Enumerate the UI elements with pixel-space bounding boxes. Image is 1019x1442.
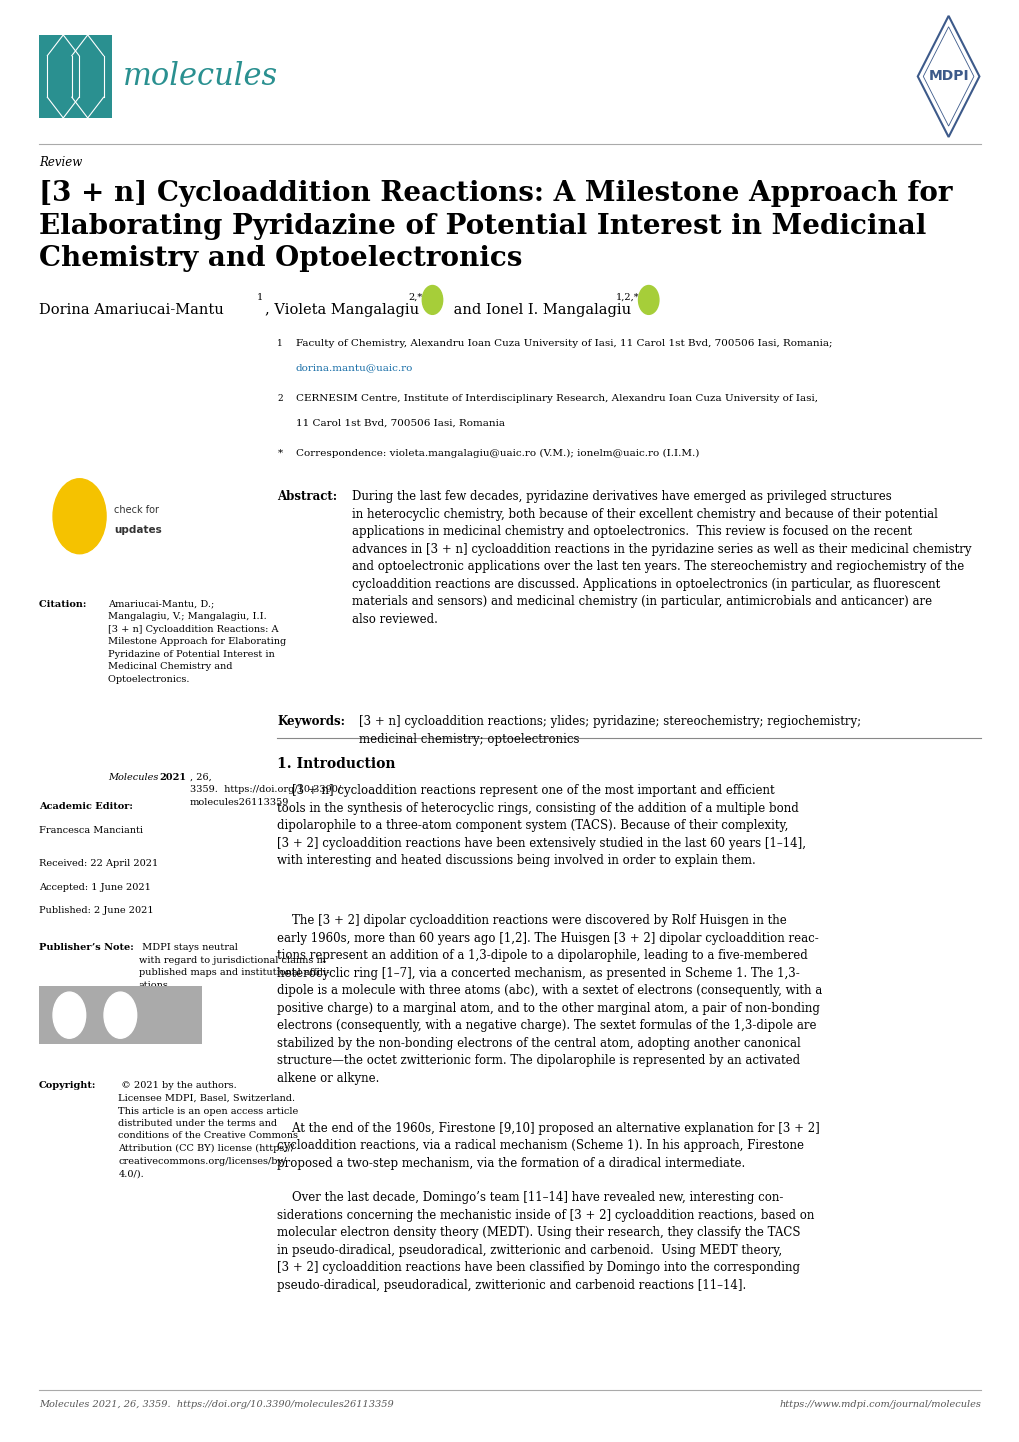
Text: 1,2,*: 1,2,*	[615, 293, 639, 301]
Text: 11 Carol 1st Bvd, 700506 Iasi, Romania: 11 Carol 1st Bvd, 700506 Iasi, Romania	[296, 418, 504, 427]
Text: check for: check for	[114, 505, 159, 515]
Text: Abstract:: Abstract:	[277, 490, 337, 503]
Text: MDPI: MDPI	[927, 69, 968, 84]
Text: molecules: molecules	[122, 61, 277, 92]
Text: 1: 1	[277, 339, 283, 348]
Text: Amariucai-Mantu, D.;
Mangalagiu, V.; Mangalagiu, I.I.
[3 + n] Cycloaddition Reac: Amariucai-Mantu, D.; Mangalagiu, V.; Man…	[108, 600, 286, 684]
Text: © 2021 by the authors.
Licensee MDPI, Basel, Switzerland.
This article is an ope: © 2021 by the authors. Licensee MDPI, Ba…	[118, 1082, 299, 1178]
Text: 2: 2	[277, 394, 283, 402]
Circle shape	[53, 992, 86, 1038]
Text: [3 + n] cycloaddition reactions; ylides; pyridazine; stereochemistry; regiochemi: [3 + n] cycloaddition reactions; ylides;…	[359, 715, 860, 746]
Text: 1. Introduction: 1. Introduction	[277, 757, 395, 771]
Text: Publisher’s Note:: Publisher’s Note:	[39, 943, 133, 952]
Text: iD: iD	[428, 296, 436, 304]
Text: cc: cc	[63, 1011, 75, 1019]
Text: The [3 + 2] dipolar cycloaddition reactions were discovered by Rolf Huisgen in t: The [3 + 2] dipolar cycloaddition reacti…	[277, 914, 822, 1084]
Text: Copyright:: Copyright:	[39, 1082, 96, 1090]
Text: BY: BY	[116, 1037, 124, 1043]
Text: , Violeta Mangalagiu: , Violeta Mangalagiu	[265, 303, 424, 317]
Text: Review: Review	[39, 156, 82, 169]
Circle shape	[104, 992, 137, 1038]
Text: During the last few decades, pyridazine derivatives have emerged as privileged s: During the last few decades, pyridazine …	[352, 490, 970, 626]
Text: Faculty of Chemistry, Alexandru Ioan Cuza University of Iasi, 11 Carol 1st Bvd, : Faculty of Chemistry, Alexandru Ioan Cuz…	[296, 339, 832, 348]
Text: ®: ®	[115, 1011, 125, 1019]
Text: [3 + n] Cycloaddition Reactions: A Milestone Approach for
Elaborating Pyridazine: [3 + n] Cycloaddition Reactions: A Miles…	[39, 180, 952, 271]
Text: updates: updates	[114, 525, 162, 535]
Text: CERNESIM Centre, Institute of Interdisciplinary Research, Alexandru Ioan Cuza Un: CERNESIM Centre, Institute of Interdisci…	[296, 394, 817, 402]
Text: Received: 22 April 2021: Received: 22 April 2021	[39, 859, 158, 868]
Text: , 26,
3359.  https://doi.org/10.3390/
molecules26113359: , 26, 3359. https://doi.org/10.3390/ mol…	[190, 773, 340, 808]
Text: Dorina Amariucai-Mantu: Dorina Amariucai-Mantu	[39, 303, 228, 317]
Text: Over the last decade, Domingo’s team [11–14] have revealed new, interesting con-: Over the last decade, Domingo’s team [11…	[277, 1191, 814, 1292]
Text: Francesca Mancianti: Francesca Mancianti	[39, 826, 143, 835]
Text: Keywords:: Keywords:	[277, 715, 345, 728]
Text: Published: 2 June 2021: Published: 2 June 2021	[39, 906, 153, 914]
Text: Academic Editor:: Academic Editor:	[39, 802, 132, 810]
Text: dorina.mantu@uaic.ro: dorina.mantu@uaic.ro	[296, 363, 413, 372]
FancyBboxPatch shape	[39, 986, 202, 1044]
Text: 1: 1	[257, 293, 263, 301]
FancyBboxPatch shape	[39, 35, 112, 118]
Text: Molecules: Molecules	[108, 773, 161, 782]
Text: https://www.mdpi.com/journal/molecules: https://www.mdpi.com/journal/molecules	[779, 1400, 980, 1409]
Text: ✓: ✓	[72, 508, 87, 525]
Text: Correspondence: violeta.mangalagiu@uaic.ro (V.M.); ionelm@uaic.ro (I.I.M.): Correspondence: violeta.mangalagiu@uaic.…	[296, 448, 698, 457]
Text: cc: cc	[66, 1038, 72, 1043]
Text: Citation:: Citation:	[39, 600, 93, 609]
Text: At the end of the 1960s, Firestone [9,10] proposed an alternative explanation fo: At the end of the 1960s, Firestone [9,10…	[277, 1122, 819, 1169]
Text: Accepted: 1 June 2021: Accepted: 1 June 2021	[39, 883, 151, 891]
Text: [3 + n] cycloaddition reactions represent one of the most important and efficien: [3 + n] cycloaddition reactions represen…	[277, 784, 806, 868]
Text: *: *	[277, 448, 282, 457]
Circle shape	[422, 286, 442, 314]
Text: iD: iD	[644, 296, 652, 304]
Text: 2,*: 2,*	[408, 293, 422, 301]
Circle shape	[53, 479, 106, 554]
Text: and Ionel I. Mangalagiu: and Ionel I. Mangalagiu	[448, 303, 635, 317]
Text: MDPI stays neutral
with regard to jurisdictional claims in
published maps and in: MDPI stays neutral with regard to jurisd…	[139, 943, 329, 989]
Text: 2021: 2021	[159, 773, 185, 782]
Text: Molecules 2021, 26, 3359.  https://doi.org/10.3390/molecules26113359: Molecules 2021, 26, 3359. https://doi.or…	[39, 1400, 393, 1409]
Circle shape	[638, 286, 658, 314]
